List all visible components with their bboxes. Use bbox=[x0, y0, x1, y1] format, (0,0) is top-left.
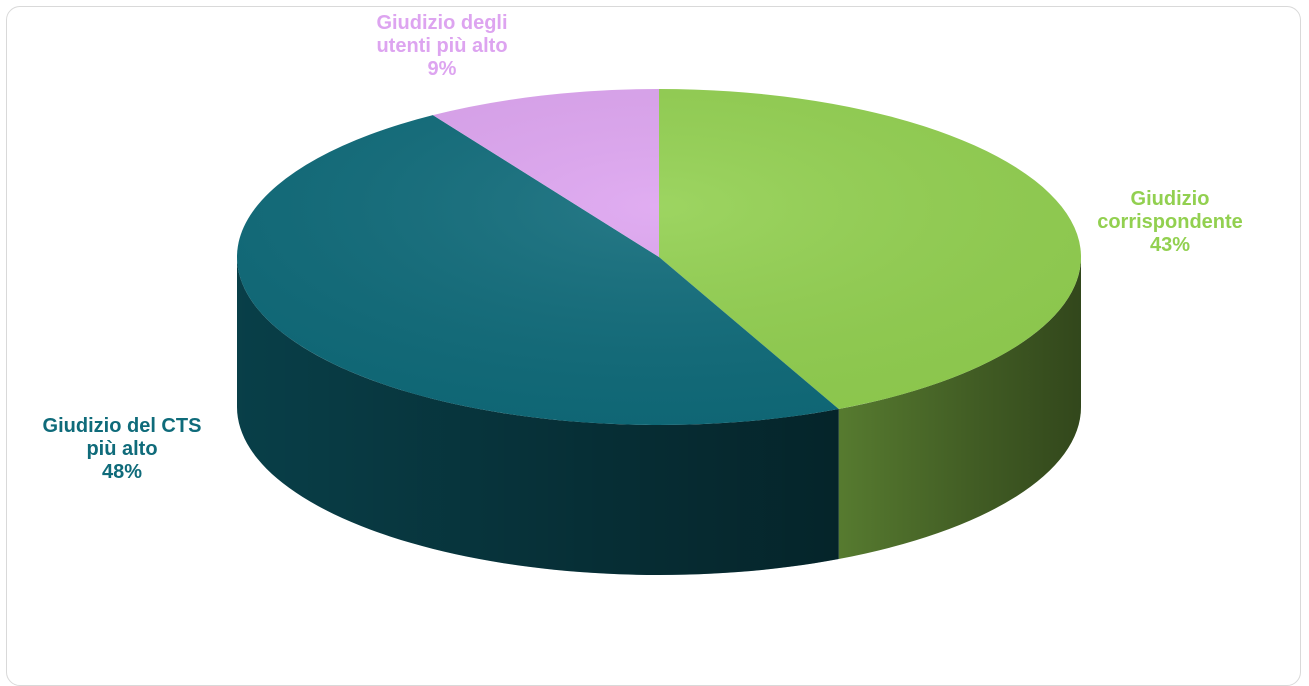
slice-value-label: 48% bbox=[101, 461, 143, 483]
slice-label-line: Giudizio del CTS bbox=[42, 415, 202, 437]
slice-label-cts: Giudizio del CTS più alto 48% bbox=[22, 415, 222, 484]
slice-label-line: più alto bbox=[86, 438, 158, 460]
pie-top-highlight bbox=[237, 89, 1081, 425]
slice-label-utenti: Giudizio degli utenti più alto 9% bbox=[352, 12, 532, 81]
pie-slice-side-shade bbox=[838, 257, 1081, 560]
pie-slice-side-shade bbox=[237, 257, 839, 575]
slice-value-label: 9% bbox=[427, 58, 457, 80]
slice-label-line: utenti più alto bbox=[376, 35, 508, 57]
pie-chart bbox=[236, 89, 1082, 575]
slice-value-label: 43% bbox=[1149, 234, 1191, 256]
slice-label-corrispondente: Giudizio corrispondente 43% bbox=[1070, 188, 1270, 257]
slice-label-line: Giudizio degli bbox=[376, 12, 508, 34]
slice-label-line: Giudizio bbox=[1130, 188, 1210, 210]
slice-label-line: corrispondente bbox=[1097, 211, 1243, 233]
